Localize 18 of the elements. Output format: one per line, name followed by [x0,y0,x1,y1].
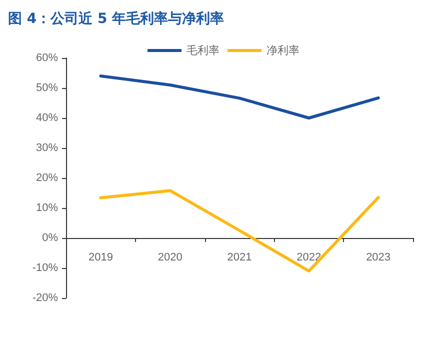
legend-label: 净利率 [266,44,300,57]
y-tick-label: 50% [36,82,58,94]
legend-label: 毛利率 [186,44,220,57]
y-tick-label: -10% [32,262,58,274]
x-tick-label: 2021 [227,252,252,264]
y-tick-label: 0% [42,232,58,244]
y-tick-label: 40% [36,112,58,124]
x-tick-label: 2022 [296,252,322,264]
x-tick-label: 2019 [88,252,113,264]
y-tick-label: -20% [32,292,58,304]
line-series [99,74,380,120]
x-tick-label: 2023 [366,252,391,264]
y-tick-label: 30% [36,142,58,154]
y-tick-label: 20% [36,172,58,184]
chart-title: 图 4：公司近 5 年毛利率与净利率 [8,10,224,28]
y-tick-label: 60% [36,52,58,64]
y-tick-label: 10% [36,202,58,214]
x-tick-label: 2020 [158,252,182,264]
